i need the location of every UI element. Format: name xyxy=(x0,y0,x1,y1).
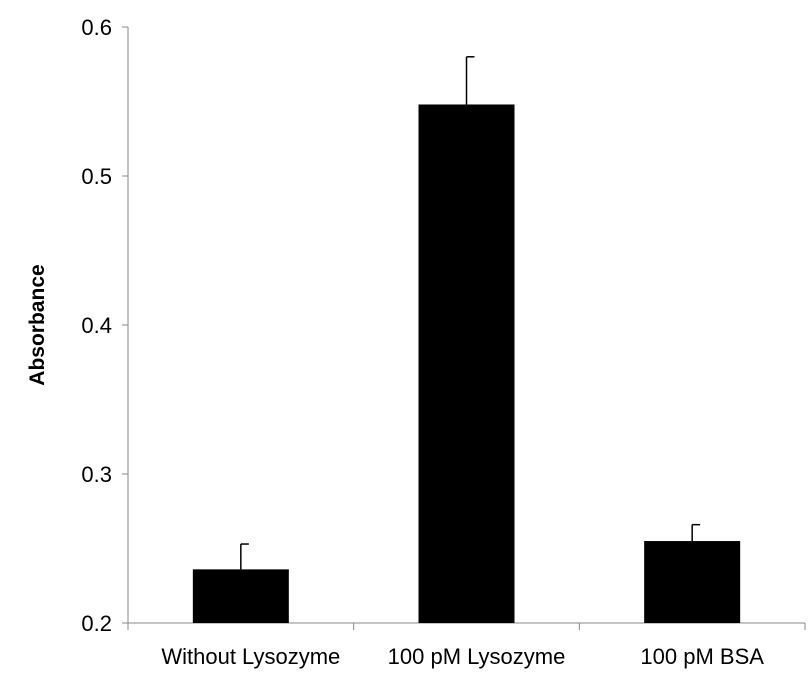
y-tick-label: 0.3 xyxy=(81,462,112,487)
y-tick-label: 0.6 xyxy=(81,15,112,40)
y-axis-title: Absorbance xyxy=(26,264,49,385)
bar xyxy=(644,541,741,623)
plot-area: 0.2 0.3 0.4 0.5 0.6 Without Lysozyme 100 pM Ly… xyxy=(81,15,806,669)
bar xyxy=(192,569,289,623)
x-category-label: 100 pM BSA xyxy=(640,644,764,669)
bar xyxy=(418,104,515,624)
x-category-label: 100 pM Lysozyme xyxy=(388,644,566,669)
x-category-label: Without Lysozyme xyxy=(161,644,340,669)
y-tick-label: 0.2 xyxy=(81,611,112,636)
y-tick-label: 0.4 xyxy=(81,313,112,338)
y-tick-label: 0.5 xyxy=(81,164,112,189)
